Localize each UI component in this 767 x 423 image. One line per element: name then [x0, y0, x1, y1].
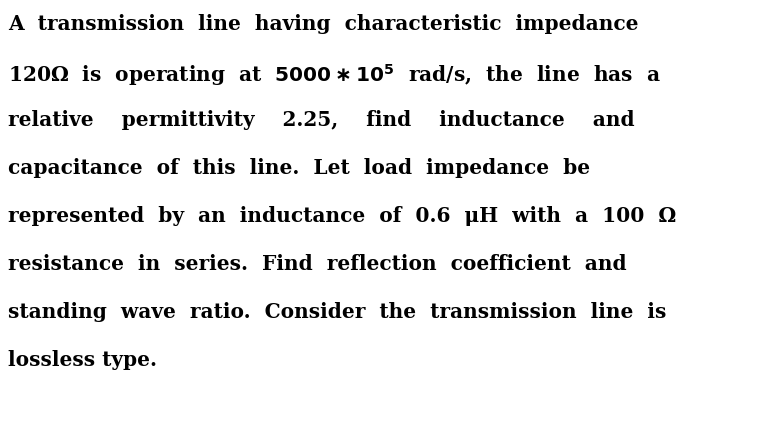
Text: represented  by  an  inductance  of  0.6  μH  with  a  100  Ω: represented by an inductance of 0.6 μH w… [8, 206, 676, 226]
Text: capacitance  of  this  line.  Let  load  impedance  be: capacitance of this line. Let load imped… [8, 158, 590, 178]
Text: 120Ω  is  operating  at  $\mathbf{5000 \ast 10^5}$  rad/s,  the  line  has  a: 120Ω is operating at $\mathbf{5000 \ast … [8, 62, 660, 88]
Text: standing  wave  ratio.  Consider  the  transmission  line  is: standing wave ratio. Consider the transm… [8, 302, 667, 322]
Text: relative    permittivity    2.25,    find    inductance    and: relative permittivity 2.25, find inducta… [8, 110, 634, 130]
Text: A  transmission  line  having  characteristic  impedance: A transmission line having characteristi… [8, 14, 638, 34]
Text: resistance  in  series.  Find  reflection  coefficient  and: resistance in series. Find reflection co… [8, 254, 627, 274]
Text: lossless type.: lossless type. [8, 350, 157, 370]
